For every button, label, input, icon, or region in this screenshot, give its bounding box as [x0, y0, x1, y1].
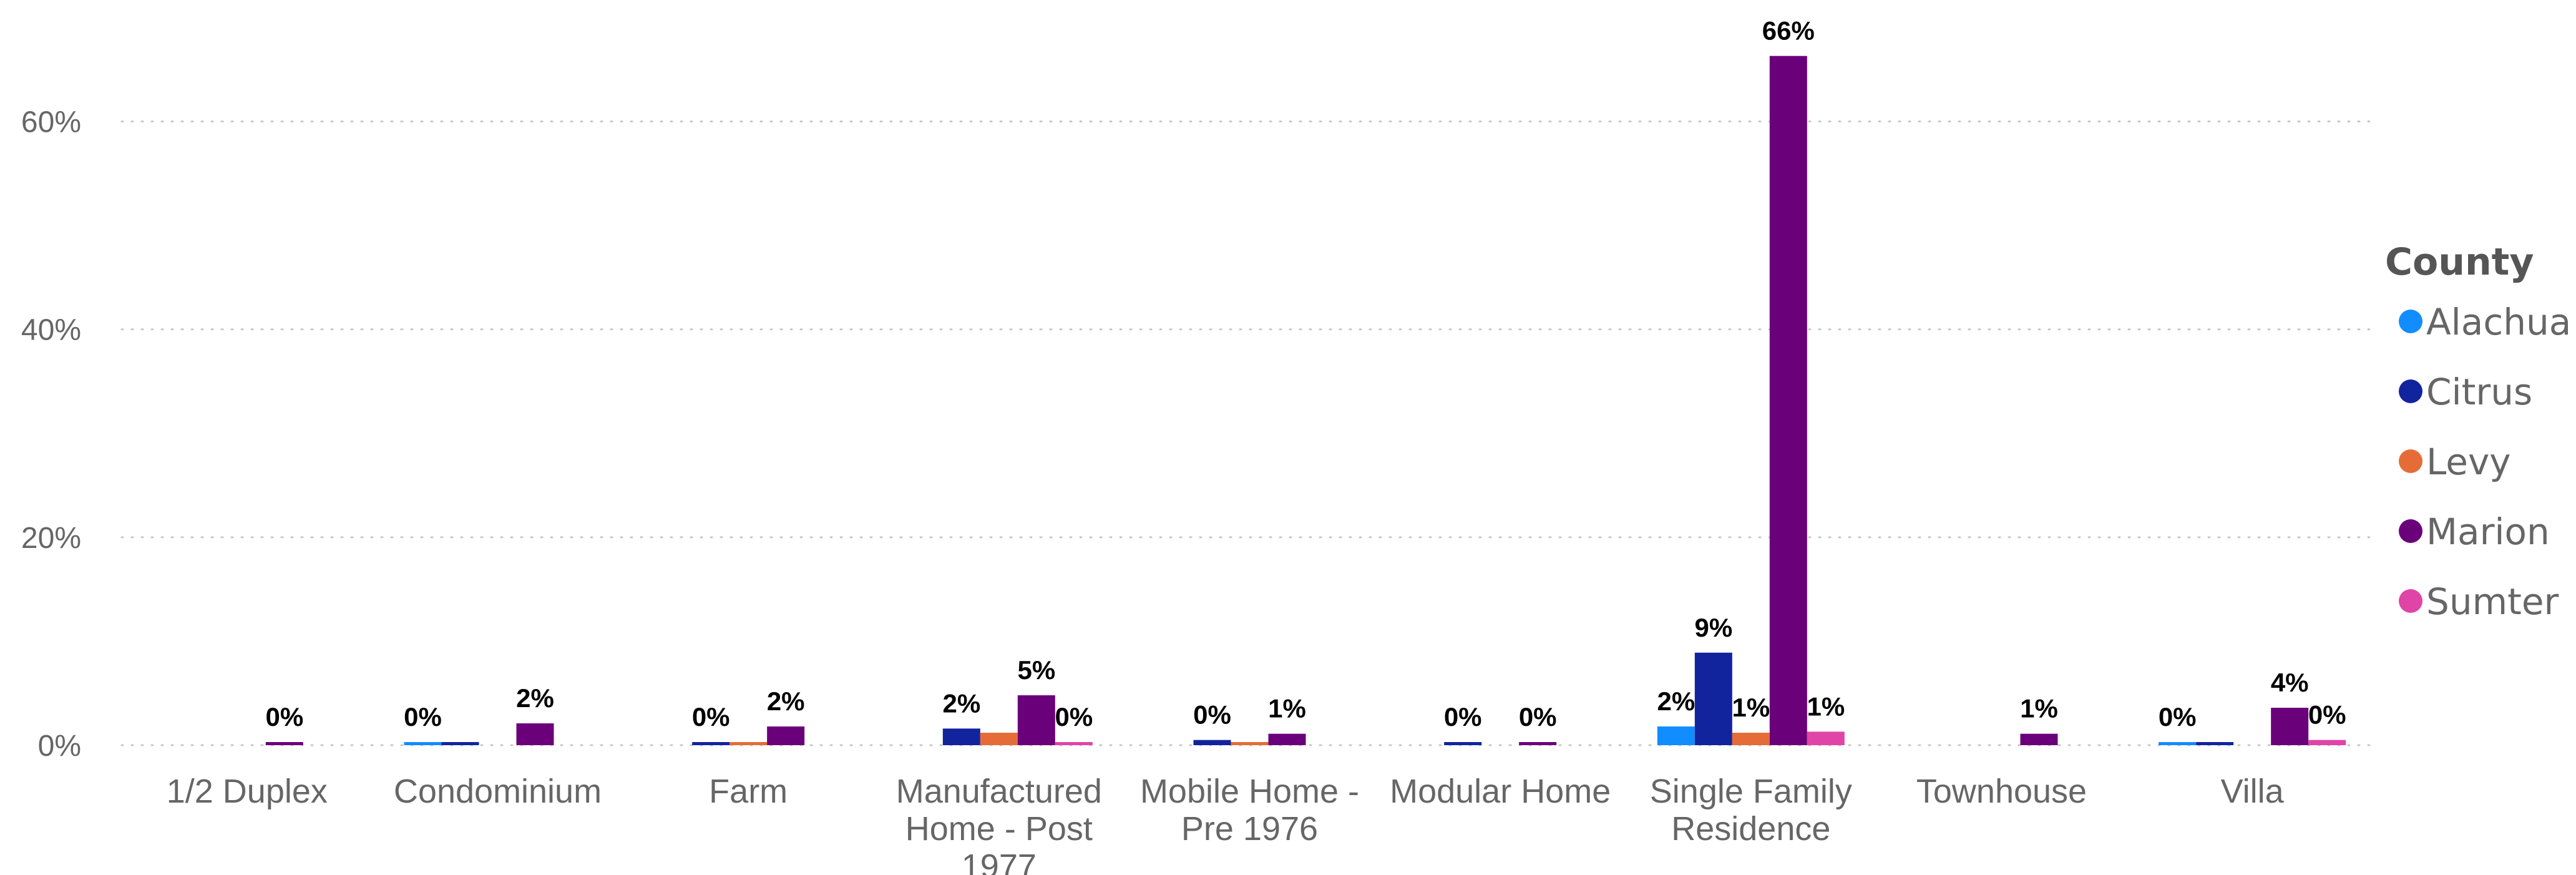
x-category-label: Manufactured Home - Post 1977 — [896, 773, 1102, 875]
bar-sumter[interactable] — [1055, 742, 1093, 745]
bar-marion[interactable] — [767, 726, 805, 745]
data-label: 1% — [1732, 693, 1770, 722]
x-category-label: Single Family Residence — [1650, 773, 1852, 848]
data-label: 1% — [1807, 692, 1845, 721]
legend-marker — [2399, 379, 2422, 403]
bar-marion[interactable] — [516, 723, 554, 745]
x-category-label: Farm — [709, 773, 788, 810]
data-label: 4% — [2271, 668, 2309, 697]
legend-marker — [2399, 449, 2422, 473]
x-axis: 1/2 Duplex Condominium Farm Manufactured Hom… — [167, 773, 2285, 875]
data-label: 0% — [2308, 700, 2346, 730]
data-label: 9% — [1694, 613, 1732, 642]
bar-levy[interactable] — [1231, 742, 1269, 745]
data-labels: 0% 2% 0% 0% 2% 0% 0% 9% 1% 0% 2% 2% 5% 1% 0% 66% 1% 4% 0% 1… — [265, 16, 2346, 731]
bar-alachua[interactable] — [404, 742, 442, 745]
y-tick-label: 0% — [38, 730, 81, 763]
bar-levy[interactable] — [729, 742, 768, 745]
bar-sumter[interactable] — [1807, 731, 1845, 745]
legend-label: Alachua — [2426, 301, 2571, 343]
data-label: 2% — [767, 687, 805, 716]
y-axis: 0% 20% 40% 60% — [21, 106, 81, 763]
legend-item-alachua[interactable]: Alachua — [2399, 301, 2571, 343]
bar-citrus[interactable] — [942, 728, 980, 745]
legend-title: County — [2385, 240, 2534, 284]
bar-levy[interactable] — [980, 733, 1018, 745]
legend-label: Levy — [2426, 441, 2511, 483]
bar-marion[interactable] — [1519, 742, 1557, 745]
data-label: 0% — [1444, 702, 1482, 731]
data-label: 2% — [516, 683, 554, 713]
legend-marker — [2399, 519, 2422, 543]
bar-sumter[interactable] — [2308, 740, 2346, 745]
data-label: 2% — [1657, 687, 1695, 716]
data-label: 1% — [2020, 694, 2058, 723]
legend-item-levy[interactable]: Levy — [2399, 441, 2511, 483]
bar-citrus[interactable] — [1444, 742, 1482, 745]
bars — [265, 56, 2346, 746]
x-category-label: 1/2 Duplex — [167, 773, 328, 810]
bar-marion[interactable] — [265, 742, 303, 745]
legend: County Alachua Citrus Levy Marion Sumter — [2385, 240, 2571, 623]
legend-label: Marion — [2426, 511, 2550, 553]
legend-marker — [2399, 310, 2422, 333]
legend-label: Sumter — [2426, 580, 2559, 623]
data-label: 5% — [1017, 655, 1055, 685]
data-label: 0% — [265, 702, 303, 731]
bar-citrus[interactable] — [2196, 742, 2234, 745]
data-label: 0% — [1193, 700, 1231, 730]
bar-citrus[interactable] — [692, 742, 730, 745]
data-label: 0% — [404, 702, 442, 731]
bar-citrus[interactable] — [1694, 652, 1732, 745]
data-label: 2% — [942, 688, 980, 718]
y-tick-label: 60% — [21, 106, 81, 139]
x-category-label: Townhouse — [1916, 773, 2087, 810]
gridlines — [120, 120, 2379, 746]
legend-label: Citrus — [2426, 371, 2532, 413]
x-category-label: Villa — [2221, 773, 2285, 810]
y-tick-label: 40% — [21, 314, 81, 347]
data-label: 0% — [1055, 702, 1093, 731]
y-tick-label: 20% — [21, 522, 81, 555]
data-label: 0% — [1519, 702, 1557, 731]
x-category-label: Modular Home — [1390, 773, 1611, 810]
bar-marion[interactable] — [2020, 733, 2058, 745]
data-label: 0% — [2159, 702, 2197, 731]
x-category-label: Mobile Home -Pre 1976 — [1140, 773, 1359, 848]
data-label: 66% — [1762, 16, 1815, 46]
bar-alachua[interactable] — [2159, 742, 2197, 745]
bar-marion[interactable] — [2271, 708, 2309, 745]
bar-alachua[interactable] — [1657, 726, 1695, 745]
bar-marion[interactable] — [1017, 695, 1055, 745]
data-label: 1% — [1268, 694, 1306, 723]
x-category-label: Condominium — [394, 773, 602, 810]
legend-item-sumter[interactable]: Sumter — [2399, 580, 2559, 623]
legend-marker — [2399, 589, 2422, 613]
bar-marion[interactable] — [1769, 56, 1807, 746]
bar-citrus[interactable] — [441, 742, 479, 745]
bar-levy[interactable] — [1732, 733, 1770, 745]
legend-item-marion[interactable]: Marion — [2399, 511, 2550, 553]
legend-item-citrus[interactable]: Citrus — [2399, 371, 2532, 413]
bar-citrus[interactable] — [1193, 740, 1231, 745]
data-label: 0% — [692, 702, 730, 731]
bar-marion[interactable] — [1268, 733, 1306, 745]
